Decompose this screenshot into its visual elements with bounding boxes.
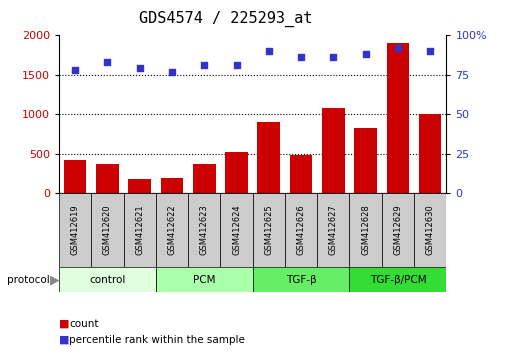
Bar [354, 129, 377, 193]
Text: GSM412628: GSM412628 [361, 205, 370, 256]
Bar [387, 43, 409, 193]
Text: GSM412624: GSM412624 [232, 205, 241, 256]
Text: ■: ■ [59, 319, 69, 329]
Bar [193, 164, 215, 193]
Bar [161, 178, 183, 193]
Bar [285, 193, 317, 267]
Bar [59, 193, 91, 267]
Point [426, 48, 435, 54]
Bar [382, 193, 414, 267]
Bar [349, 267, 446, 292]
Text: TGF-β/PCM: TGF-β/PCM [369, 275, 426, 285]
Text: TGF-β: TGF-β [286, 275, 317, 285]
Text: protocol: protocol [7, 275, 50, 285]
Point [232, 63, 241, 68]
Text: GSM412630: GSM412630 [426, 205, 435, 256]
Text: GSM412629: GSM412629 [393, 205, 402, 256]
Point [168, 69, 176, 74]
Bar [59, 267, 156, 292]
Text: ▶: ▶ [50, 273, 60, 286]
Point [265, 48, 273, 54]
Bar [252, 267, 349, 292]
Text: GSM412622: GSM412622 [167, 205, 176, 256]
Text: ■: ■ [59, 335, 69, 345]
Bar [419, 114, 442, 193]
Text: GSM412625: GSM412625 [264, 205, 273, 256]
Text: GSM412627: GSM412627 [329, 205, 338, 256]
Point [71, 67, 79, 73]
Bar [322, 108, 345, 193]
Bar [221, 193, 252, 267]
Bar [317, 193, 349, 267]
Bar [414, 193, 446, 267]
Point [362, 51, 370, 57]
Point [297, 55, 305, 60]
Bar [124, 193, 156, 267]
Point [329, 55, 338, 60]
Text: PCM: PCM [193, 275, 215, 285]
Text: percentile rank within the sample: percentile rank within the sample [69, 335, 245, 345]
Bar [258, 122, 280, 193]
Text: GSM412620: GSM412620 [103, 205, 112, 256]
Point [135, 65, 144, 71]
Text: GSM412626: GSM412626 [297, 205, 306, 256]
Bar [156, 267, 252, 292]
Bar [91, 193, 124, 267]
Bar [156, 193, 188, 267]
Text: count: count [69, 319, 99, 329]
Bar [96, 164, 119, 193]
Bar [128, 179, 151, 193]
Bar [64, 160, 86, 193]
Text: GSM412619: GSM412619 [71, 205, 80, 256]
Bar [188, 193, 221, 267]
Bar [349, 193, 382, 267]
Text: GDS4574 / 225293_at: GDS4574 / 225293_at [139, 11, 312, 27]
Bar [225, 152, 248, 193]
Point [394, 45, 402, 51]
Point [103, 59, 111, 65]
Bar [252, 193, 285, 267]
Text: control: control [89, 275, 126, 285]
Text: GSM412621: GSM412621 [135, 205, 144, 256]
Bar [290, 155, 312, 193]
Text: GSM412623: GSM412623 [200, 205, 209, 256]
Point [200, 63, 208, 68]
